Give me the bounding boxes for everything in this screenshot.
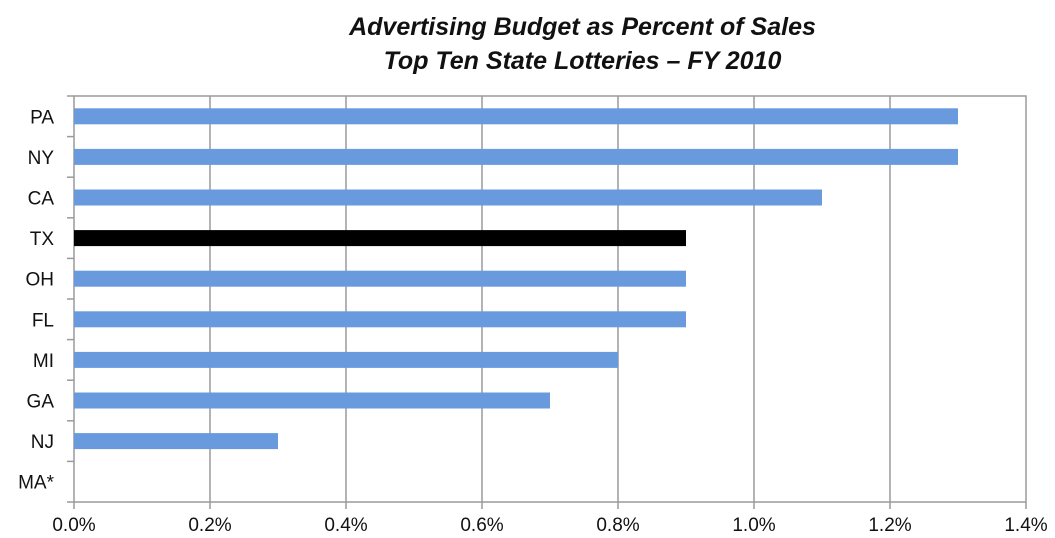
y-category-label: PA bbox=[30, 107, 54, 128]
chart-title: Advertising Budget as Percent of Sales bbox=[349, 13, 816, 41]
x-tick-label: 0.2% bbox=[188, 515, 231, 536]
bar-tx bbox=[74, 230, 686, 247]
y-category-label: MA* bbox=[18, 473, 55, 494]
x-tick-label: 0.4% bbox=[324, 515, 367, 536]
y-category-label: GA bbox=[27, 392, 55, 413]
bar-ny bbox=[74, 148, 958, 165]
y-category-label: MI bbox=[33, 351, 54, 372]
x-tick-label: 0.6% bbox=[460, 515, 503, 536]
x-tick-label: 1.4% bbox=[1004, 515, 1047, 536]
bar-ca bbox=[74, 189, 822, 206]
x-tick-label: 1.0% bbox=[732, 515, 775, 536]
y-category-label: TX bbox=[30, 229, 55, 250]
x-tick-label: 1.2% bbox=[868, 515, 911, 536]
bar-fl bbox=[74, 311, 686, 328]
bar-pa bbox=[74, 108, 958, 125]
bar-ga bbox=[74, 392, 550, 409]
x-tick-label: 0.8% bbox=[596, 515, 639, 536]
bar-oh bbox=[74, 270, 686, 287]
chart-subtitle: Top Ten State Lotteries – FY 2010 bbox=[383, 47, 782, 75]
x-tick-label: 0.0% bbox=[52, 515, 95, 536]
bar-nj bbox=[74, 433, 278, 450]
y-category-label: OH bbox=[26, 270, 55, 291]
y-category-label: NJ bbox=[31, 432, 54, 453]
y-category-label: CA bbox=[28, 189, 55, 210]
y-category-label: FL bbox=[32, 310, 54, 331]
bar-mi bbox=[74, 351, 618, 368]
y-category-label: NY bbox=[28, 148, 55, 169]
